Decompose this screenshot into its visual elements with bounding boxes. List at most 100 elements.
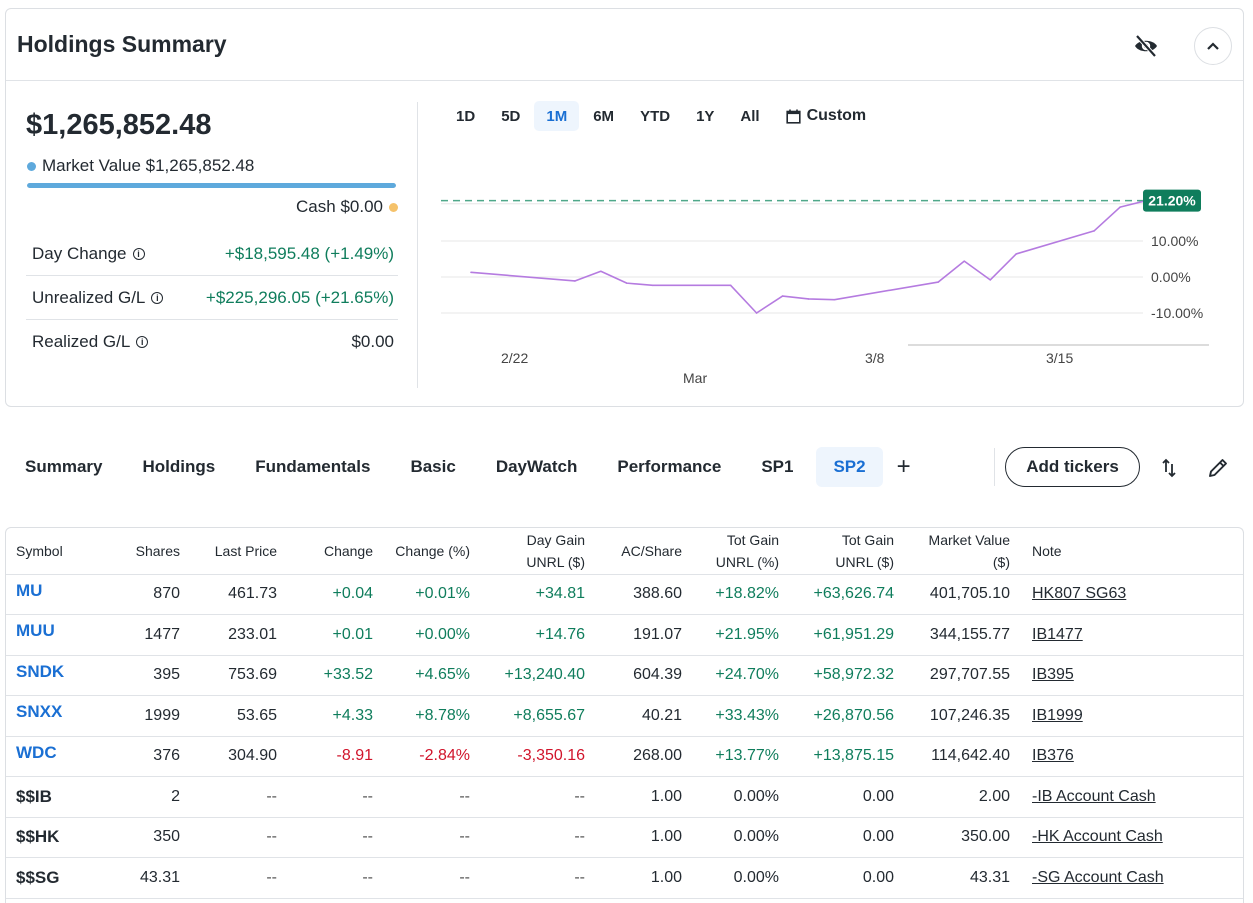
cell-tot-gain-pct: 0.00% <box>686 776 783 818</box>
note-link[interactable]: IB376 <box>1032 747 1074 765</box>
data-point <box>625 282 628 284</box>
column-label: Tot Gain <box>841 531 894 548</box>
cell-symbol[interactable]: SNXX <box>6 695 102 737</box>
cell-change: +0.01 <box>281 614 377 656</box>
note-link[interactable]: IB1477 <box>1032 625 1083 643</box>
column-header-symbol[interactable]: Symbol <box>6 528 102 575</box>
range-tab-1y[interactable]: 1Y <box>696 107 715 125</box>
cell-symbol[interactable]: MU <box>6 574 102 615</box>
cell-note: IB1999 <box>1014 695 1243 737</box>
column-header-note[interactable]: Note <box>1014 528 1243 575</box>
column-header-change[interactable]: Change <box>281 528 377 575</box>
table-row[interactable]: $$SG 43.31 -- -- -- -- 1.00 0.00% 0.00 43.31 -SG A… <box>6 857 1243 899</box>
column-header-shares[interactable]: Shares <box>102 528 184 575</box>
column-label: Symbol <box>16 542 63 559</box>
cell-tot-gain-pct: +21.95% <box>686 614 783 656</box>
cell-ac-share: 604.39 <box>589 655 686 696</box>
cell-symbol[interactable]: $$HK <box>6 817 102 858</box>
holdings-table-container: Symbol Shares Last Price Change Change (%) Da… <box>5 527 1244 903</box>
note-link[interactable]: IB395 <box>1032 666 1074 684</box>
cell-day-gain: +8,655.67 <box>474 695 589 737</box>
hide-values-button[interactable] <box>1132 32 1160 60</box>
range-tab-ytd[interactable]: YTD <box>640 107 671 125</box>
cell-market-value: 344,155.77 <box>898 614 1014 656</box>
range-tab-6m[interactable]: 6M <box>593 107 615 125</box>
column-label: Change (%) <box>395 542 470 559</box>
column-label-line2: UNRL ($) <box>835 553 894 570</box>
cell-note: -HK Account Cash <box>1014 817 1243 858</box>
info-icon[interactable]: i <box>136 336 149 348</box>
allocation-bar-fill <box>27 183 396 188</box>
stat-value: $0.00 <box>351 332 394 351</box>
column-header-ac-share[interactable]: AC/Share <box>589 528 686 575</box>
cell-symbol[interactable]: SNDK <box>6 655 102 696</box>
collapse-button[interactable] <box>1194 27 1232 65</box>
cell-shares: 376 <box>102 736 184 777</box>
tab-daywatch[interactable]: DayWatch <box>495 457 578 476</box>
cell-ac-share: 388.60 <box>589 574 686 615</box>
note-link[interactable]: IB1999 <box>1032 706 1083 724</box>
column-header-tot-gain[interactable]: Tot Gain UNRL ($) <box>783 528 898 575</box>
custom-label: Custom <box>806 107 867 124</box>
range-tab-1m[interactable]: 1M <box>534 101 580 131</box>
tab-fundamentals[interactable]: Fundamentals <box>255 457 371 476</box>
cell-change: -- <box>281 857 377 899</box>
add-tickers-button[interactable]: Add tickers <box>1005 447 1140 487</box>
reference-badge-label: 21.20% <box>1148 193 1196 209</box>
cash-legend: Cash $0.00 <box>296 197 398 217</box>
range-tab-5d[interactable]: 5D <box>501 107 521 125</box>
add-tab-button[interactable]: + <box>896 453 911 480</box>
cell-ac-share: 1.00 <box>589 776 686 818</box>
range-tab-custom[interactable]: Custom <box>774 101 879 131</box>
cell-change: +0.04 <box>281 574 377 615</box>
card-header: Holdings Summary <box>6 9 1243 81</box>
tab-holdings[interactable]: Holdings <box>142 457 216 476</box>
cell-tot-gain: +58,972.32 <box>783 655 898 696</box>
column-header-day-gain[interactable]: Day Gain UNRL ($) <box>474 528 589 575</box>
table-row[interactable]: MUU 1477 233.01 +0.01 +0.00% +14.76 191.07 +21.… <box>6 614 1243 656</box>
table-row[interactable]: SNDK 395 753.69 +33.52 +4.65% +13,240.40 604.3… <box>6 655 1243 696</box>
cell-symbol[interactable]: $$SG <box>6 857 102 899</box>
edit-button[interactable] <box>1204 454 1232 482</box>
table-row[interactable]: $$HK 350 -- -- -- -- 1.00 0.00% 0.00 350.00 -HK Ac… <box>6 817 1243 858</box>
cell-shares: 395 <box>102 655 184 696</box>
tab-summary[interactable]: Summary <box>25 457 103 476</box>
cell-symbol[interactable]: $$IB <box>6 776 102 818</box>
column-header-change-pct[interactable]: Change (%) <box>377 528 474 575</box>
market-value-dot-icon <box>27 161 36 171</box>
table-row[interactable]: MU 870 461.73 +0.04 +0.01% +34.81 388.60 +18.82… <box>6 574 1243 615</box>
info-icon[interactable]: i <box>151 291 164 304</box>
sort-button[interactable] <box>1155 454 1183 482</box>
tab-sp1[interactable]: SP1 <box>761 457 794 476</box>
range-tab-all[interactable]: All <box>740 107 760 125</box>
column-header-market-value[interactable]: Market Value ($) <box>898 528 1014 575</box>
cell-ac-share: 1.00 <box>589 817 686 858</box>
note-link[interactable]: -SG Account Cash <box>1032 868 1164 886</box>
cell-symbol[interactable]: MUU <box>6 614 102 656</box>
note-link[interactable]: -IB Account Cash <box>1032 787 1156 805</box>
cell-note: IB395 <box>1014 655 1243 696</box>
cell-symbol[interactable]: WDC <box>6 736 102 777</box>
note-link[interactable]: HK807 SG63 <box>1032 585 1127 603</box>
tab-basic[interactable]: Basic <box>410 457 456 476</box>
stat-label: Unrealized G/L <box>32 287 146 307</box>
tab-performance[interactable]: Performance <box>617 457 722 476</box>
note-link[interactable]: -HK Account Cash <box>1032 828 1163 846</box>
cell-day-gain: +34.81 <box>474 574 589 615</box>
cash-label: Cash <box>296 197 336 216</box>
cell-change-pct: +0.00% <box>377 614 474 656</box>
tab-sp2[interactable]: SP2 <box>816 447 883 487</box>
cell-shares: 43.31 <box>102 857 184 899</box>
range-tab-1d[interactable]: 1D <box>456 107 476 125</box>
toolbar-divider <box>994 448 995 486</box>
table-row[interactable]: $$IB 2 -- -- -- -- 1.00 0.00% 0.00 2.00 -IB Accoun… <box>6 776 1243 818</box>
cell-day-gain: -3,350.16 <box>474 736 589 777</box>
table-row[interactable]: WDC 376 304.90 -8.91 -2.84% -3,350.16 268.00 +1… <box>6 736 1243 777</box>
pencil-icon <box>1209 459 1227 477</box>
column-header-tot-gain-pct[interactable]: Tot Gain UNRL (%) <box>686 528 783 575</box>
table-row[interactable]: SNXX 1999 53.65 +4.33 +8.78% +8,655.67 40.21 +3… <box>6 695 1243 737</box>
info-icon[interactable]: i <box>132 247 145 260</box>
cell-change: +33.52 <box>281 655 377 696</box>
cell-tot-gain: 0.00 <box>783 776 898 818</box>
column-header-last-price[interactable]: Last Price <box>184 528 281 575</box>
